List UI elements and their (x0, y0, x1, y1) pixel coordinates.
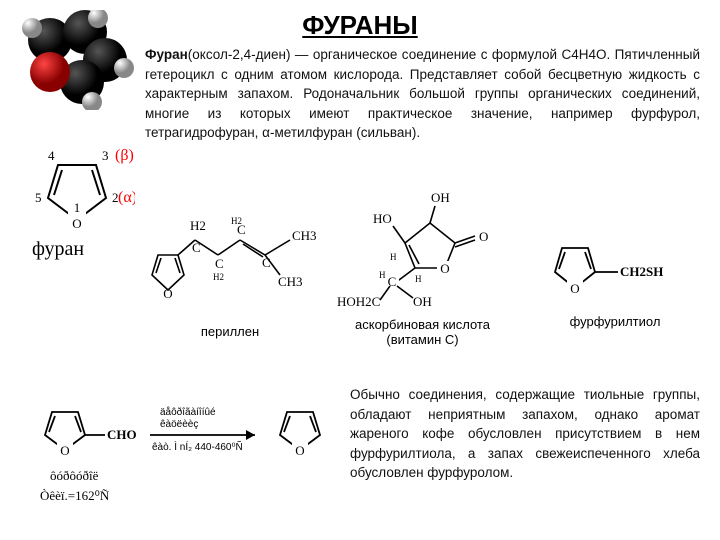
svg-text:O: O (479, 229, 488, 244)
svg-text:CH3: CH3 (278, 274, 303, 289)
svg-text:HO: HO (373, 211, 392, 226)
furan-caption: фуран (32, 238, 84, 261)
svg-text:5: 5 (35, 190, 42, 205)
svg-text:êàò. Ì nÍ₂ 440-460⁰Ñ: êàò. Ì nÍ₂ 440-460⁰Ñ (152, 440, 243, 453)
svg-text:H: H (390, 252, 397, 262)
perillen-structure: O H2 C C H2 C H2 C CH3 CH3 периллен (140, 200, 320, 339)
furfurylthiol-caption: фурфурилтиол (540, 314, 690, 329)
bottom-paragraph: Обычно соединения, содержа­щие тиольные … (350, 385, 700, 483)
intro-body: (оксол-2,4-диен) — органическое соединен… (145, 47, 700, 140)
svg-text:1: 1 (74, 200, 81, 215)
svg-text:O: O (163, 286, 172, 301)
svg-text:H: H (379, 270, 386, 280)
svg-text:CHO: CHO (107, 427, 137, 442)
svg-text:(α): (α) (118, 189, 135, 206)
svg-text:C: C (215, 256, 224, 271)
svg-text:êàöëèèç: êàöëèèç (160, 419, 198, 430)
ascorbic-acid-structure: O O HO OH H C H HOH2C OH H аскорбиновая … (335, 188, 510, 347)
svg-text:H: H (415, 274, 422, 284)
svg-text:CH3: CH3 (292, 228, 317, 243)
svg-text:C: C (192, 240, 201, 255)
svg-text:O: O (295, 443, 304, 458)
perillen-caption: периллен (140, 324, 320, 339)
svg-text:H2: H2 (213, 272, 224, 282)
svg-text:3: 3 (102, 148, 109, 163)
intro-paragraph: Фуран(оксол-2,4-диен) — органическое сое… (145, 45, 700, 143)
ascorbic-caption: аскорбиновая кислота (витамин С) (335, 317, 510, 347)
hetero-atom: O (72, 216, 81, 231)
svg-text:(β): (β) (115, 147, 134, 164)
svg-text:4: 4 (48, 148, 55, 163)
furfurylthiol-structure: O CH2SH фурфурилтиол (540, 220, 690, 329)
furan-3d-model (20, 10, 135, 110)
svg-text:CH2SH: CH2SH (620, 264, 663, 279)
svg-text:C: C (262, 255, 271, 270)
svg-text:HOH2C: HOH2C (337, 294, 380, 308)
svg-text:OH: OH (431, 190, 450, 205)
svg-text:äåôðîãàíîíûé: äåôðîãàíîíûé (160, 406, 216, 418)
svg-text:O: O (570, 281, 579, 296)
svg-text:Òêèï.=162⁰Ñ: Òêèï.=162⁰Ñ (40, 488, 110, 503)
compound-row: O H2 C C H2 C H2 C CH3 CH3 периллен (140, 200, 700, 360)
svg-text:O: O (60, 443, 69, 458)
intro-lead: Фуран (145, 47, 188, 62)
svg-text:O: O (440, 261, 449, 276)
svg-text:H2: H2 (231, 216, 242, 226)
svg-text:ôóðôóðîë: ôóðôóðîë (50, 468, 99, 483)
svg-text:OH: OH (413, 294, 432, 308)
svg-text:H2: H2 (190, 218, 206, 233)
